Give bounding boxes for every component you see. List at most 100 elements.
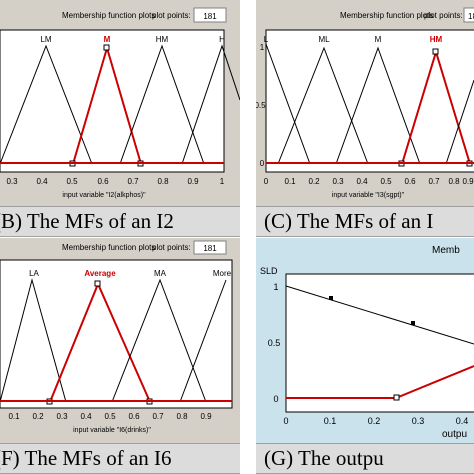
panel-f-svg: Membership function plots plot points: 1…: [0, 240, 233, 434]
panel-b-xtick-2: 0.5: [66, 177, 78, 186]
panel-c-mf-m-curve[interactable]: [335, 46, 421, 165]
panel-c-xtick-8: 0.8: [448, 177, 460, 186]
panel-c-mf-l-curve[interactable]: [265, 43, 311, 165]
panel-c-mf-label-hm: HM: [430, 35, 443, 44]
caption-f-text: (F) The MFs of an I6: [0, 446, 172, 470]
panel-b-plot-points-label: plot points:: [152, 11, 191, 20]
panel-g-ytick-1: 1: [273, 282, 278, 292]
panel-c-xtick-6: 0.6: [404, 177, 416, 186]
panel-f-mf-average-handle[interactable]: [94, 280, 101, 287]
panel-f-window-title: Membership function plots: [62, 243, 155, 252]
panel-b-mf-m-handle[interactable]: [103, 44, 110, 51]
panel-f-xtick-6: 0.6: [128, 412, 140, 421]
panel-b-mf-hm-curve[interactable]: [119, 44, 205, 165]
caption-f: (F) The MFs of an I6: [0, 443, 240, 474]
panel-f-xtick-8: 0.8: [176, 412, 188, 421]
panel-f-xtick-4: 0.4: [80, 412, 92, 421]
panel-g-xlabel: outpu: [442, 429, 467, 440]
panel-f-mf-label-more: More: [213, 269, 232, 278]
panel-g-window-title: Memb: [432, 245, 460, 256]
panel-c-mf-label-m: M: [375, 35, 382, 44]
panel-c-plot-points-field[interactable]: [463, 7, 474, 23]
caption-b-text: (B) The MFs of an I2: [0, 209, 174, 233]
panel-c-xtick-4: 0.4: [356, 177, 368, 186]
panel-f-mf-label-la: LA: [29, 269, 39, 278]
panel-f-plot-points-label: plot points:: [152, 243, 191, 252]
caption-g: (G) The outpu: [256, 443, 474, 474]
panel-c-mf-h-curve[interactable]: [445, 79, 474, 165]
panel-f: Membership function plots plot points: 1…: [0, 238, 240, 443]
panel-b-plot-points-field[interactable]: [193, 7, 227, 23]
panel-b-mf-label-m: M: [104, 35, 111, 44]
panel-b-xtick-1: 0.4: [36, 177, 48, 186]
panel-f-mf-label-average: Average: [84, 269, 116, 278]
panel-c-mf-hm-handle[interactable]: [432, 48, 439, 55]
panel-c-xlabel: input variable "I3(sgpt)": [332, 192, 405, 199]
panel-c-ytick-05: 0.5: [256, 101, 266, 110]
panel-b-mf-label-h: H: [219, 35, 225, 44]
panel-b-window-title: Membership function plots: [62, 11, 155, 20]
panel-b: Membership function plots plot points: 1…: [0, 0, 240, 206]
panel-g-svg: Memb SLD 1 0.5 0 0 0.1 0.2 0.3 0.4 outpu: [260, 245, 474, 440]
panel-f-xtick-5: 0.5: [104, 412, 116, 421]
panel-f-xtick-1: 0.1: [8, 412, 20, 421]
panel-b-xtick-6: 0.9: [187, 177, 199, 186]
panel-b-xtick-4: 0.7: [127, 177, 139, 186]
panel-b-mf-label-lm: LM: [40, 35, 51, 44]
caption-c-text: (C) The MFs of an I: [264, 209, 434, 233]
panel-c-mf-ml-curve[interactable]: [277, 46, 369, 165]
panel-g-xtick-4: 0.4: [456, 416, 469, 426]
panel-g-xtick-2: 0.2: [368, 416, 381, 426]
panel-b-mf-h-curve[interactable]: [181, 44, 240, 165]
panel-g-xtick-3: 0.3: [412, 416, 425, 426]
panel-c-xtick-1: 0.1: [284, 177, 296, 186]
panel-g-xtick-1: 0.1: [324, 416, 337, 426]
caption-c: (C) The MFs of an I: [256, 206, 474, 237]
panel-f-mf-la-curve[interactable]: [0, 278, 67, 403]
panel-f-xtick-3: 0.3: [56, 412, 68, 421]
panel-g-mf-label-sld: SLD: [260, 266, 278, 276]
panel-c-xtick-5: 0.5: [380, 177, 392, 186]
panel-b-mf-lm-curve[interactable]: [0, 44, 93, 165]
panel-g-mf-sld-curve[interactable]: [285, 285, 474, 345]
panel-f-plot-area: [0, 259, 233, 409]
panel-c-xtick-0: 0: [264, 177, 269, 186]
panel-c-xtick-7: 0.7: [428, 177, 440, 186]
panel-c-ytick-1: 1: [260, 43, 265, 52]
panel-f-mf-more-curve[interactable]: [179, 279, 227, 403]
panel-g-xtick-0: 0: [283, 416, 288, 426]
panel-b-xtick-5: 0.8: [157, 177, 169, 186]
panel-c-xtick-3: 0.3: [332, 177, 344, 186]
panel-c-plot-points-value: 181: [468, 12, 474, 21]
panel-c-window-title: Membership function plots: [340, 11, 433, 20]
panel-g-mf-sld-marker-1: [329, 296, 333, 300]
panel-f-plot-points-field[interactable]: [193, 240, 227, 255]
panel-b-plot-area: [0, 29, 225, 173]
panel-b-mf-label-hm: HM: [156, 35, 169, 44]
panel-f-xtick-9: 0.9: [200, 412, 212, 421]
panel-c-mf-label-l: L: [264, 35, 269, 44]
panel-b-svg: Membership function plots plot points: 1…: [0, 7, 240, 199]
panel-f-xtick-7: 0.7: [152, 412, 164, 421]
panel-f-xlabel: input variable "I6(drinks)": [73, 427, 151, 434]
panel-c-xtick-9: 0.9: [462, 177, 474, 186]
panel-c-plot-area: [265, 29, 474, 173]
panel-f-plot-points-value: 181: [203, 244, 217, 253]
panel-f-mf-label-ma: MA: [154, 269, 167, 278]
caption-g-text: (G) The outpu: [264, 446, 384, 470]
caption-b: (B) The MFs of an I2: [0, 206, 240, 237]
panel-g-ytick-0: 0: [273, 394, 278, 404]
panel-b-xtick-7: 1: [220, 177, 225, 186]
panel-g-mf-selected-handle[interactable]: [393, 394, 400, 401]
panel-c-mf-label-ml: ML: [318, 35, 330, 44]
panel-c-xtick-2: 0.2: [308, 177, 320, 186]
panel-c-svg: Membership function plots plot points: 1…: [256, 7, 474, 199]
panel-f-mf-ma-curve[interactable]: [111, 278, 207, 403]
panel-g-mf-sld-marker-2: [411, 321, 415, 325]
panel-b-xtick-3: 0.6: [97, 177, 109, 186]
panel-c-ytick-0: 0: [260, 159, 265, 168]
panel-b-plot-points-value: 181: [203, 12, 217, 21]
panel-b-xlabel: input variable "I2(alkphos)": [62, 192, 146, 199]
panel-b-xtick-0: 0.3: [6, 177, 18, 186]
panel-g-plot-area: [285, 273, 474, 413]
